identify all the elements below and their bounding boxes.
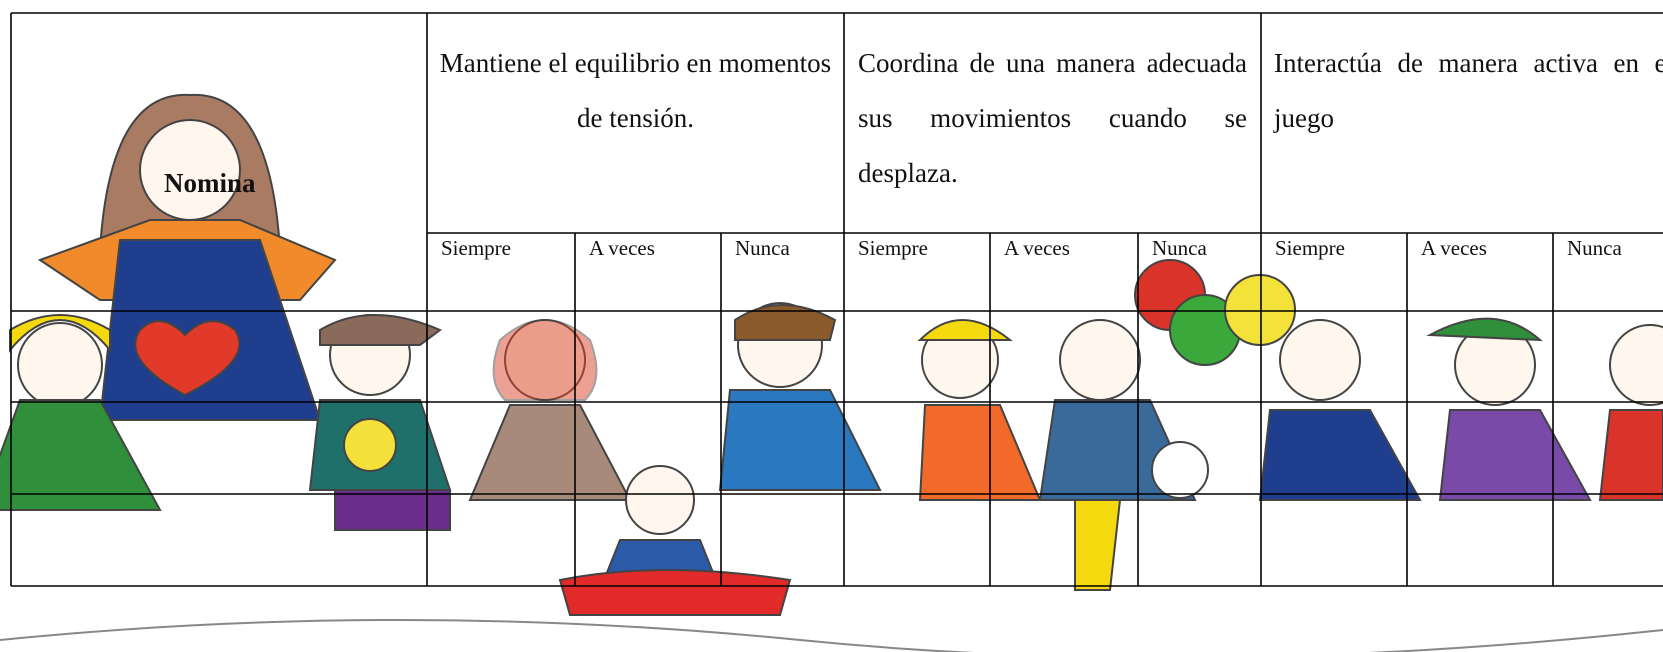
nomina-header: Nomina [164, 168, 256, 198]
option-header: Nunca [1152, 236, 1207, 260]
option-header: Siempre [1275, 236, 1345, 260]
option-header: A veces [589, 236, 655, 260]
option-header: A veces [1421, 236, 1487, 260]
criterion: Interactúa de manera activa en el juego [1274, 48, 1663, 133]
criterion: Mantiene el equilibrio en momentos de te… [439, 48, 832, 133]
option-header: Siempre [858, 236, 928, 260]
option-header: Siempre [441, 236, 511, 260]
option-header: Nunca [735, 236, 790, 260]
criterion: Coordina de una manera adecuada sus movi… [858, 48, 1247, 188]
option-header: Nunca [1567, 236, 1622, 260]
table-grid [10, 12, 1663, 587]
option-header: A veces [1004, 236, 1070, 260]
